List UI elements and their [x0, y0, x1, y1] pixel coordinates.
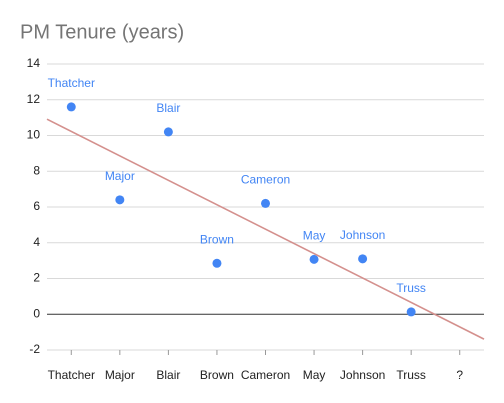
x-tick-label: Major: [105, 368, 135, 382]
x-tick-label: Truss: [396, 368, 426, 382]
x-tick-label: Blair: [156, 368, 180, 382]
point: [261, 198, 270, 208]
x-tick-label: Thatcher: [48, 368, 95, 382]
chart-title: PM Tenure (years): [20, 21, 184, 43]
y-tick-label: 10: [27, 128, 41, 142]
point: [66, 102, 76, 112]
point: [115, 195, 125, 205]
trendline: [46, 118, 485, 340]
data-label: Truss: [396, 281, 426, 295]
data-label: Major: [105, 169, 135, 183]
data-label: Johnson: [340, 228, 385, 242]
data-label: Brown: [200, 232, 234, 246]
y-tick-label: -2: [29, 342, 40, 356]
x-tick-label: Brown: [200, 368, 234, 382]
data-label: Thatcher: [48, 76, 95, 90]
x-tick-label: May: [303, 368, 326, 382]
y-tick-label: 14: [27, 56, 41, 70]
point: [358, 254, 368, 264]
y-tick-label: 0: [33, 306, 40, 320]
data-label: Cameron: [241, 173, 290, 187]
y-tick-label: 4: [33, 235, 40, 249]
point: [212, 258, 222, 268]
data-label: May: [303, 229, 326, 243]
x-tick-label: ?: [456, 368, 463, 382]
y-tick-label: 6: [33, 199, 40, 213]
y-tick-label: 8: [33, 163, 40, 177]
y-tick-label: 2: [33, 271, 40, 285]
y-tick-label: 12: [27, 92, 41, 106]
data-label: Blair: [156, 101, 180, 115]
x-tick-label: Johnson: [340, 368, 385, 382]
x-tick-label: Cameron: [241, 368, 290, 382]
point: [406, 307, 416, 317]
point: [309, 254, 319, 264]
point: [163, 127, 173, 137]
